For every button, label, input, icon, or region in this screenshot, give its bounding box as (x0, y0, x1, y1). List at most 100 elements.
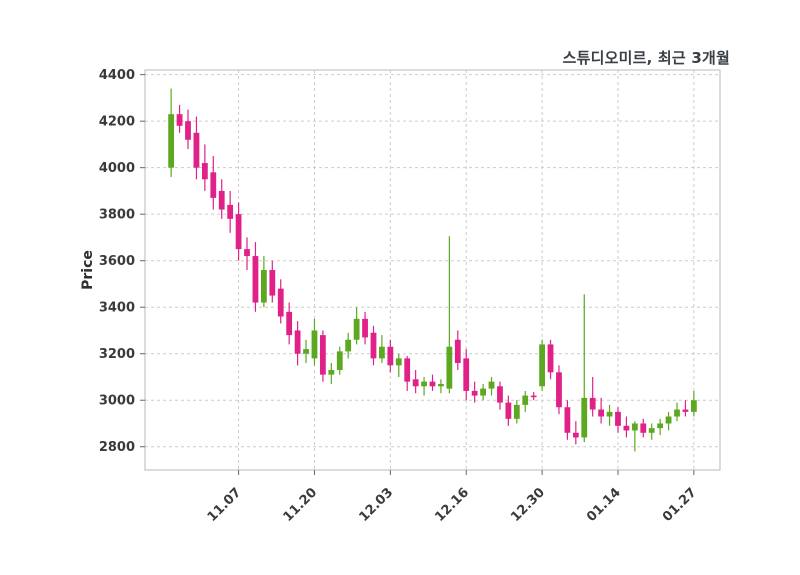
candle (505, 395, 512, 426)
candle (581, 294, 588, 443)
candle-body (345, 339, 352, 352)
candle-body (682, 409, 689, 412)
candle (319, 330, 326, 382)
candle-body (598, 409, 605, 417)
candle-body (513, 404, 520, 419)
candle-body (387, 346, 394, 366)
candle-body (260, 270, 267, 303)
candle-body (269, 270, 276, 296)
candle-body (547, 344, 554, 373)
candle-body (185, 121, 191, 140)
candle-body (648, 428, 655, 433)
candle (598, 397, 605, 424)
candle-body (488, 381, 495, 389)
candle (336, 346, 343, 375)
candle-body (454, 339, 461, 364)
candle-body (606, 411, 613, 417)
chart-title: 스튜디오미르, 최근 3개월 (562, 49, 730, 67)
candle (471, 381, 478, 403)
candle (303, 339, 309, 364)
candle-body (446, 346, 453, 389)
candle (235, 202, 242, 261)
candle (463, 349, 470, 401)
candle-body (438, 383, 444, 387)
candle (168, 88, 175, 177)
candle (488, 376, 495, 396)
candle-body (657, 423, 664, 429)
candle-series (168, 88, 697, 452)
candle (412, 370, 419, 394)
candle-body (395, 358, 402, 366)
candle-body (497, 386, 503, 403)
candle (497, 381, 503, 410)
y-axis-label: Price (80, 250, 96, 290)
y-tick-label: 3400 (99, 301, 135, 316)
candle-body (421, 381, 427, 387)
candle (395, 353, 402, 377)
candle (674, 402, 680, 422)
plot-area (145, 70, 720, 470)
candle-body (294, 330, 301, 354)
x-axis: 11.07 11.20 12.03 12.16 12.30 01.14 01.27 (205, 470, 700, 525)
y-tick-label: 3200 (99, 347, 135, 362)
candle-body (623, 425, 630, 431)
candle-body (176, 114, 183, 126)
candle (328, 363, 335, 384)
candle (539, 339, 546, 391)
candle (446, 236, 453, 394)
candle-body (640, 423, 647, 433)
candle (185, 109, 191, 150)
candle (362, 311, 368, 345)
plot-border (144, 69, 721, 471)
candle (572, 421, 579, 445)
x-tick-label: 01.14 (584, 485, 624, 525)
candle (615, 407, 621, 433)
candle (480, 383, 486, 401)
x-tick-label: 11.20 (281, 485, 321, 525)
candle (640, 418, 647, 438)
candle (379, 335, 385, 364)
candle-body (328, 370, 335, 375)
candle-body (303, 349, 309, 354)
candle (421, 376, 427, 396)
candle-body (665, 416, 672, 424)
candle (353, 307, 360, 345)
candle-body (252, 256, 259, 303)
candle-body (311, 330, 318, 359)
candle (277, 279, 284, 324)
candle-body (362, 318, 368, 338)
candle-body (370, 332, 377, 359)
candle (193, 116, 200, 180)
x-tick-label: 11.07 (205, 485, 245, 525)
y-tick-label: 4200 (99, 115, 135, 130)
candle-body (615, 411, 621, 426)
candle-body (463, 358, 470, 391)
candle (682, 400, 689, 417)
y-axis: 2800 3000 3200 3400 3600 3800 4000 4200 4400 (99, 68, 145, 455)
candle-body (471, 390, 478, 396)
candle-body (539, 344, 546, 387)
candle-body (564, 407, 571, 433)
y-tick-label: 3600 (99, 254, 135, 269)
candle-body (379, 346, 385, 359)
candle-body (168, 114, 175, 168)
candle-body (193, 132, 200, 168)
candle (269, 260, 276, 303)
candle-body (353, 318, 360, 340)
candle-body (674, 409, 680, 417)
candle (294, 321, 301, 366)
candle (227, 190, 234, 233)
candle (345, 332, 352, 359)
candle (690, 390, 697, 417)
candle-body (412, 379, 419, 387)
candle-body (277, 288, 284, 317)
candle-body (218, 190, 225, 210)
candle (631, 421, 638, 452)
candle-body (404, 358, 411, 382)
candle (564, 400, 571, 440)
y-tick-label: 4000 (99, 161, 135, 176)
candle (176, 104, 183, 133)
candle (286, 302, 293, 345)
x-tick-label: 12.16 (432, 485, 472, 525)
